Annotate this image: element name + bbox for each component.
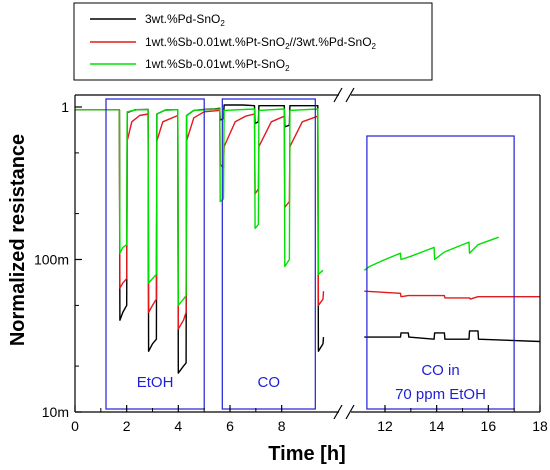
y-tick-label-0: 1 xyxy=(61,99,69,115)
series-line-1-segment-1 xyxy=(364,290,540,300)
axes-frame xyxy=(74,87,541,420)
x-tick-label-0: 0 xyxy=(71,418,79,434)
annotation-box-1 xyxy=(221,98,316,410)
y-tick-label-1: 100m xyxy=(34,252,69,268)
series-line-0-segment-1 xyxy=(364,330,541,343)
x-tick-label-8: 16 xyxy=(481,418,497,434)
x-tick-label-6: 12 xyxy=(377,418,393,434)
x-tick-label-4: 8 xyxy=(278,418,286,434)
annotation-layer: EtOH CO CO in 70 ppm EtOH xyxy=(105,98,515,410)
x-tick-label-1: 2 xyxy=(123,418,131,434)
annotation-label-0: EtOH xyxy=(137,374,174,391)
axis-break-mark-bottom-2 xyxy=(345,404,355,420)
axis-break-mark-top-1 xyxy=(333,87,343,103)
legend-label-bilayer: 1wt.%Sb-0.01wt.%Pt-SnO2//3wt.%Pd-SnO2 xyxy=(145,35,377,51)
x-tick-label-7: 14 xyxy=(429,418,445,434)
legend-label-pd: 3wt.%Pd-SnO2 xyxy=(145,12,225,28)
y-axis-title: Normalized resistance xyxy=(7,134,29,346)
annotation-label-1: CO xyxy=(258,374,281,391)
annotation-box-2 xyxy=(366,135,515,410)
tick-layer: 0 2 4 6 8 12 14 16 18 1 100m 10m xyxy=(34,99,548,434)
y-tick-label-2: 10m xyxy=(42,404,69,420)
annotation-box-0 xyxy=(105,98,205,410)
series-line-2-segment-1 xyxy=(363,236,499,271)
axis-break-mark-top-2 xyxy=(345,87,355,103)
legend: 3wt.%Pd-SnO2 1wt.%Sb-0.01wt.%Pt-SnO2//3w… xyxy=(73,2,433,81)
annotation-label-2: CO in xyxy=(421,362,459,379)
x-tick-label-2: 4 xyxy=(174,418,182,434)
x-axis-title: Time [h] xyxy=(268,443,345,465)
axis-break-mark-bottom-1 xyxy=(333,404,343,420)
series-line-2-segment-0 xyxy=(75,108,324,307)
x-tick-label-3: 6 xyxy=(226,418,234,434)
annotation-label-2-line2: 70 ppm EtOH xyxy=(395,386,486,403)
legend-label-sbpt: 1wt.%Sb-0.01wt.%Pt-SnO2 xyxy=(145,57,290,73)
x-tick-label-9: 18 xyxy=(532,418,548,434)
